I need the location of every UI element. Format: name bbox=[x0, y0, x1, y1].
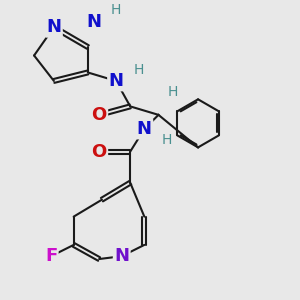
Text: N: N bbox=[109, 72, 124, 90]
Text: H: H bbox=[111, 3, 121, 17]
Text: N: N bbox=[114, 247, 129, 265]
Text: H: H bbox=[162, 133, 172, 147]
Text: H: H bbox=[167, 85, 178, 99]
Text: N: N bbox=[137, 120, 152, 138]
Text: N: N bbox=[86, 13, 101, 31]
Text: F: F bbox=[45, 247, 57, 265]
Text: N: N bbox=[46, 18, 62, 36]
Text: O: O bbox=[92, 142, 107, 160]
Text: O: O bbox=[92, 106, 107, 124]
Text: H: H bbox=[134, 63, 144, 76]
